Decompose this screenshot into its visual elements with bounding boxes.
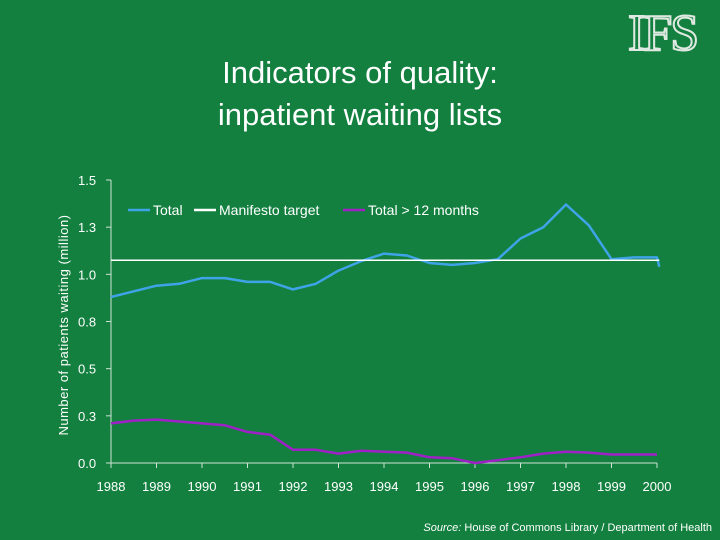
x-tick-label: 2000 [643,479,672,494]
source-text: House of Commons Library / Department of… [461,522,712,534]
source-label: Source: [423,522,462,534]
chart-legend: Total Manifesto target Total > 12 months [128,202,479,218]
x-tick-label: 1998 [552,479,581,494]
y-tick-label: 1.3 [78,220,96,235]
ifs-logo: IFS [627,5,700,63]
slide-title-line-2: inpatient waiting lists [217,97,503,132]
slide-title: Indicators of quality: inpatient waiting… [160,52,560,136]
legend-over-12-months-label: Total > 12 months [368,202,479,218]
y-tick-label: 0.3 [78,409,96,424]
source-note: Source: House of Commons Library / Depar… [423,522,712,534]
x-tick-label: 1997 [506,479,535,494]
x-tick-label: 1988 [97,479,126,494]
x-tick-label: 1990 [188,479,217,494]
x-tick-label: 1999 [597,479,626,494]
x-tick-label: 1994 [370,479,399,494]
x-tick-label: 1991 [233,479,262,494]
chart-axes: 0.0 0.3 0.5 0.8 1.0 1.3 1.5 1988 1989 1990 1991 199… [78,173,671,494]
y-tick-label: 1.0 [78,267,96,282]
legend-total-label: Total [153,202,183,218]
x-tick-label: 1995 [415,479,444,494]
y-tick-label: 0.0 [78,456,96,471]
series-over-12-months-line [110,418,657,465]
chart-series [110,203,661,465]
y-axis-label: Number of patients waiting (million) [56,214,71,435]
x-tick-label: 1996 [461,479,490,494]
x-tick-label: 1993 [324,479,353,494]
slide-title-line-1: Indicators of quality: [222,55,498,90]
x-tick-label: 1989 [142,479,171,494]
legend-manifesto-target-label: Manifesto target [219,202,319,218]
y-tick-label: 0.8 [78,315,96,330]
y-tick-label: 0.5 [78,362,96,377]
series-total-line [110,203,661,299]
x-tick-label: 1992 [279,479,308,494]
y-tick-label: 1.5 [78,173,96,188]
